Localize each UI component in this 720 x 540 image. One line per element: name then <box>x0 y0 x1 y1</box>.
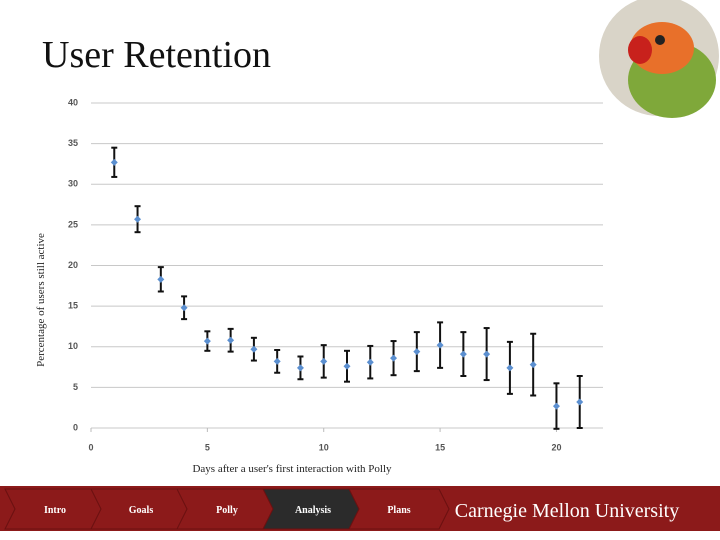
point <box>273 357 281 365</box>
point <box>110 158 118 166</box>
logo: Carnegie Mellon University <box>455 500 679 522</box>
point <box>552 402 560 410</box>
point <box>436 341 444 349</box>
point <box>203 337 211 345</box>
point <box>576 398 584 406</box>
point <box>390 354 398 362</box>
y-axis-label: Percentage of users still active <box>35 233 47 367</box>
nav-item[interactable]: Goals <box>129 505 154 516</box>
parrot-photo <box>599 0 719 118</box>
point <box>134 215 142 223</box>
nav-item[interactable]: Analysis <box>295 505 331 516</box>
slide-title: User Retention <box>42 34 271 76</box>
y-tick-label: 30 <box>68 179 78 189</box>
point <box>227 336 235 344</box>
y-tick-label: 20 <box>68 260 78 270</box>
y-tick-label: 25 <box>68 219 78 229</box>
point <box>343 362 351 370</box>
point <box>296 364 304 372</box>
nav-item[interactable]: Plans <box>387 505 410 516</box>
nav: Intro Goals Polly Analysis Plans <box>4 488 450 530</box>
x-tick-label: 15 <box>435 442 445 452</box>
point <box>250 345 258 353</box>
y-tick-label: 35 <box>68 138 78 148</box>
x-axis-label: Days after a user's first interaction wi… <box>192 463 392 475</box>
y-tick-label: 40 <box>68 97 78 107</box>
point <box>366 358 374 366</box>
nav-item[interactable]: Intro <box>44 505 66 516</box>
y-tick-label: 15 <box>68 301 78 311</box>
y-tick-label: 0 <box>73 422 78 432</box>
point <box>413 348 421 356</box>
point <box>506 364 514 372</box>
point <box>157 275 165 283</box>
x-tick-label: 0 <box>88 442 93 452</box>
point <box>459 350 467 358</box>
x-tick-label: 10 <box>319 442 329 452</box>
y-tick-label: 10 <box>68 341 78 351</box>
x-tick-label: 20 <box>551 442 561 452</box>
nav-item[interactable]: Polly <box>216 505 238 516</box>
point <box>180 304 188 312</box>
point <box>320 357 328 365</box>
plot: 0 5 10 15 20 25 30 35 40 0 5 10 15 20 <box>68 97 603 452</box>
y-tick-label: 5 <box>73 382 78 392</box>
point <box>483 350 491 358</box>
point <box>529 361 537 369</box>
nav-chevron[interactable] <box>348 488 450 530</box>
x-tick-label: 5 <box>205 442 210 452</box>
